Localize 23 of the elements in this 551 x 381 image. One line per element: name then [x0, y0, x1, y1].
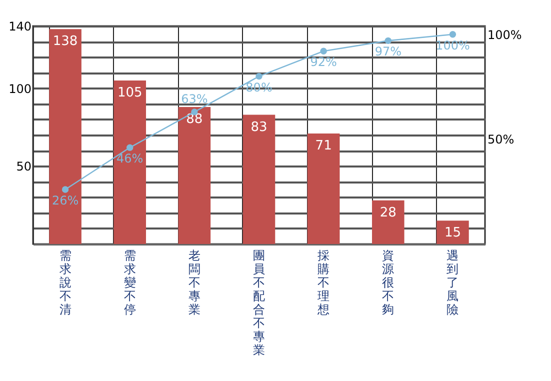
y2-tick-label: 100%	[488, 28, 522, 42]
x-tick-label: 需求說不清	[59, 248, 72, 316]
data-label: 71	[315, 138, 332, 154]
data-label: 138	[52, 34, 78, 50]
data-label: 28	[380, 205, 396, 220]
data-label: 92%	[310, 55, 337, 70]
y-tick-label: 100	[8, 82, 32, 96]
x-tick-label: 老闆不專業	[188, 248, 200, 316]
data-label: 83	[250, 120, 268, 135]
data-label: 97%	[374, 44, 402, 59]
x-tick-label: 團員不配合不專業	[253, 248, 265, 357]
x-tick-label: 採購不理想	[316, 248, 330, 316]
data-label: 63%	[181, 92, 208, 106]
y-tick-label: 50	[16, 160, 32, 174]
x-tick-label: 遇到了風險	[446, 248, 459, 316]
x-tick-label: 需求變不停	[124, 248, 136, 316]
y-tick-label: 140	[8, 20, 32, 34]
data-label: 46%	[116, 152, 144, 166]
data-label: 15	[444, 226, 461, 241]
data-label: 26%	[52, 194, 79, 208]
data-label: 105	[117, 86, 142, 100]
y2-tick-label: 50%	[488, 132, 514, 147]
x-tick-label: 資源很不夠	[382, 248, 394, 316]
